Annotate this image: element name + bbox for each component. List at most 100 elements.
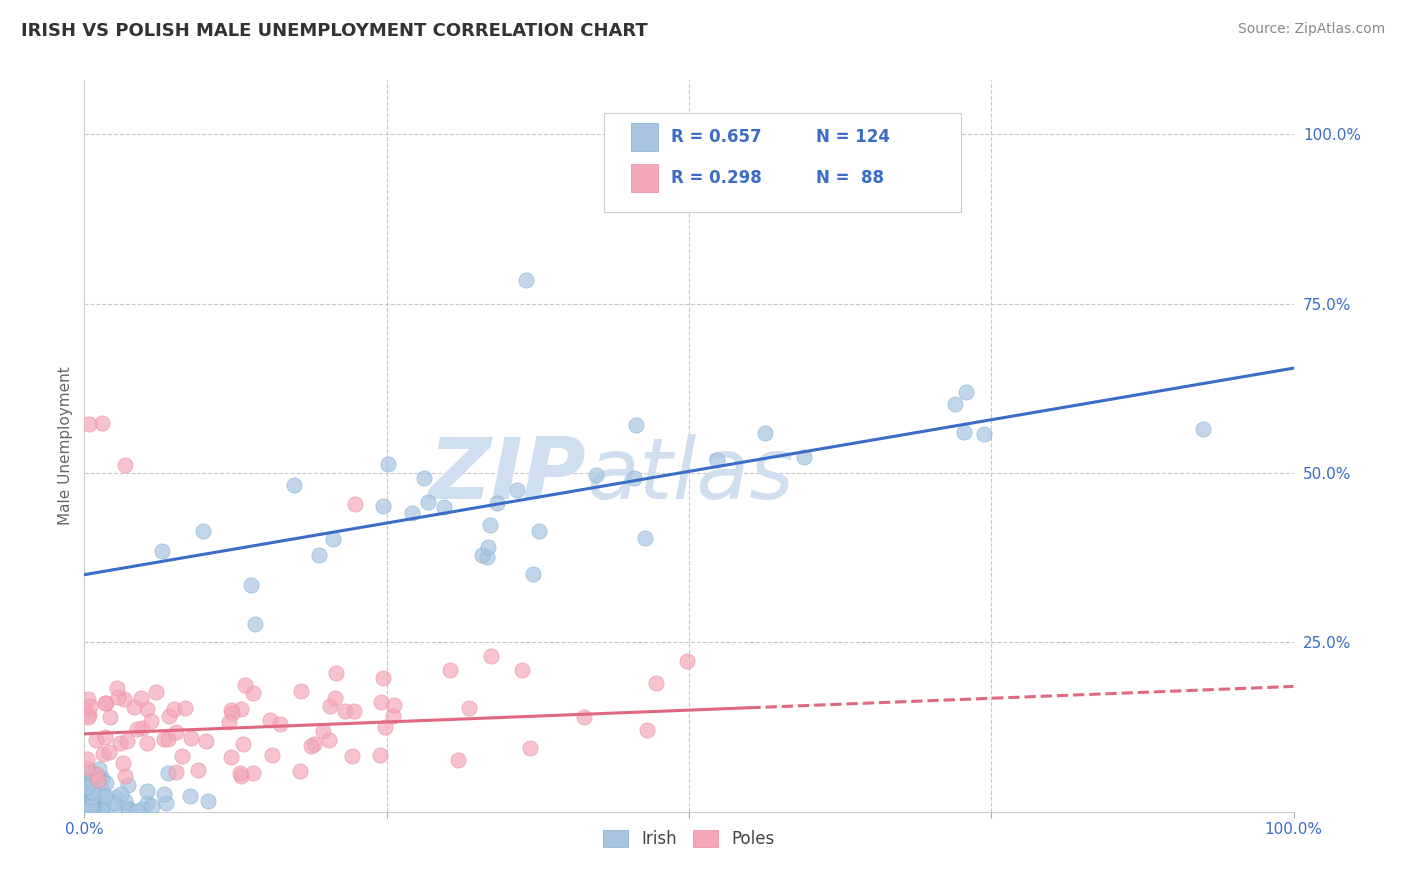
Point [91,783,114,797]
Point [325,691,347,706]
Point [290,764,312,778]
Point [114,769,136,783]
Point [76,761,98,775]
Point [94,803,117,817]
Point [269,716,291,731]
Point [515,273,537,287]
Point [157,709,180,723]
Point [259,713,281,727]
Point [401,506,423,520]
Point [82,797,104,812]
Point [374,720,396,734]
Point [77,799,100,814]
Point [117,801,139,815]
Point [77,786,100,800]
Point [80,796,103,810]
Point [75,797,97,811]
Point [242,686,264,700]
Point [110,787,132,801]
Point [75,798,97,813]
Point [221,703,243,717]
Text: R = 0.657: R = 0.657 [671,128,762,145]
Point [83,804,105,818]
Point [572,710,595,724]
Point [381,709,404,723]
Point [633,531,655,545]
Point [90,771,112,785]
Point [75,701,97,715]
Point [308,548,330,562]
Point [299,739,322,753]
Point [136,735,159,749]
Point [433,500,456,514]
Point [76,780,98,794]
Point [73,785,96,799]
Point [115,733,138,747]
Point [676,654,699,668]
Point [77,798,100,813]
Point [103,796,125,810]
Point [73,779,96,793]
Point [73,792,96,806]
Point [73,798,96,813]
Point [91,747,114,761]
Point [82,768,104,782]
Point [371,499,394,513]
Point [219,750,242,764]
Point [73,784,96,798]
Point [87,762,110,776]
Text: N =  88: N = 88 [815,169,884,186]
Point [86,795,108,809]
Point [322,533,344,547]
Point [98,745,121,759]
Point [73,781,96,796]
FancyBboxPatch shape [605,113,962,212]
Bar [631,123,658,152]
Point [82,800,104,814]
Point [519,741,541,756]
Point [156,765,179,780]
Point [79,774,101,789]
Point [457,701,479,715]
Point [79,784,101,798]
Point [644,675,666,690]
Point [319,698,342,713]
Point [93,798,115,813]
Point [73,792,96,806]
Point [84,797,107,812]
Point [79,698,101,713]
Text: N = 124: N = 124 [815,128,890,145]
Point [706,452,728,467]
Point [131,802,153,816]
Point [342,748,364,763]
Point [112,756,135,771]
Point [229,702,252,716]
Point [75,772,97,787]
Point [84,800,107,814]
Point [953,425,976,439]
Point [75,793,97,807]
Point [112,692,135,706]
Point [114,458,136,472]
Point [77,797,100,811]
Point [478,518,501,533]
Text: atlas: atlas [586,434,794,516]
Point [325,666,347,681]
Point [623,471,645,485]
Point [77,692,100,706]
Text: IRISH VS POLISH MALE UNEMPLOYMENT CORRELATION CHART: IRISH VS POLISH MALE UNEMPLOYMENT CORREL… [21,22,648,40]
Point [479,649,502,664]
Point [73,803,96,817]
Point [191,524,214,539]
Point [125,722,148,736]
Point [79,801,101,815]
Point [136,784,159,798]
Point [141,714,163,729]
Text: R = 0.298: R = 0.298 [671,169,762,186]
Point [82,790,104,805]
Point [370,747,392,762]
Point [73,797,96,811]
Point [382,698,405,713]
Point [141,798,163,813]
Point [221,706,243,720]
